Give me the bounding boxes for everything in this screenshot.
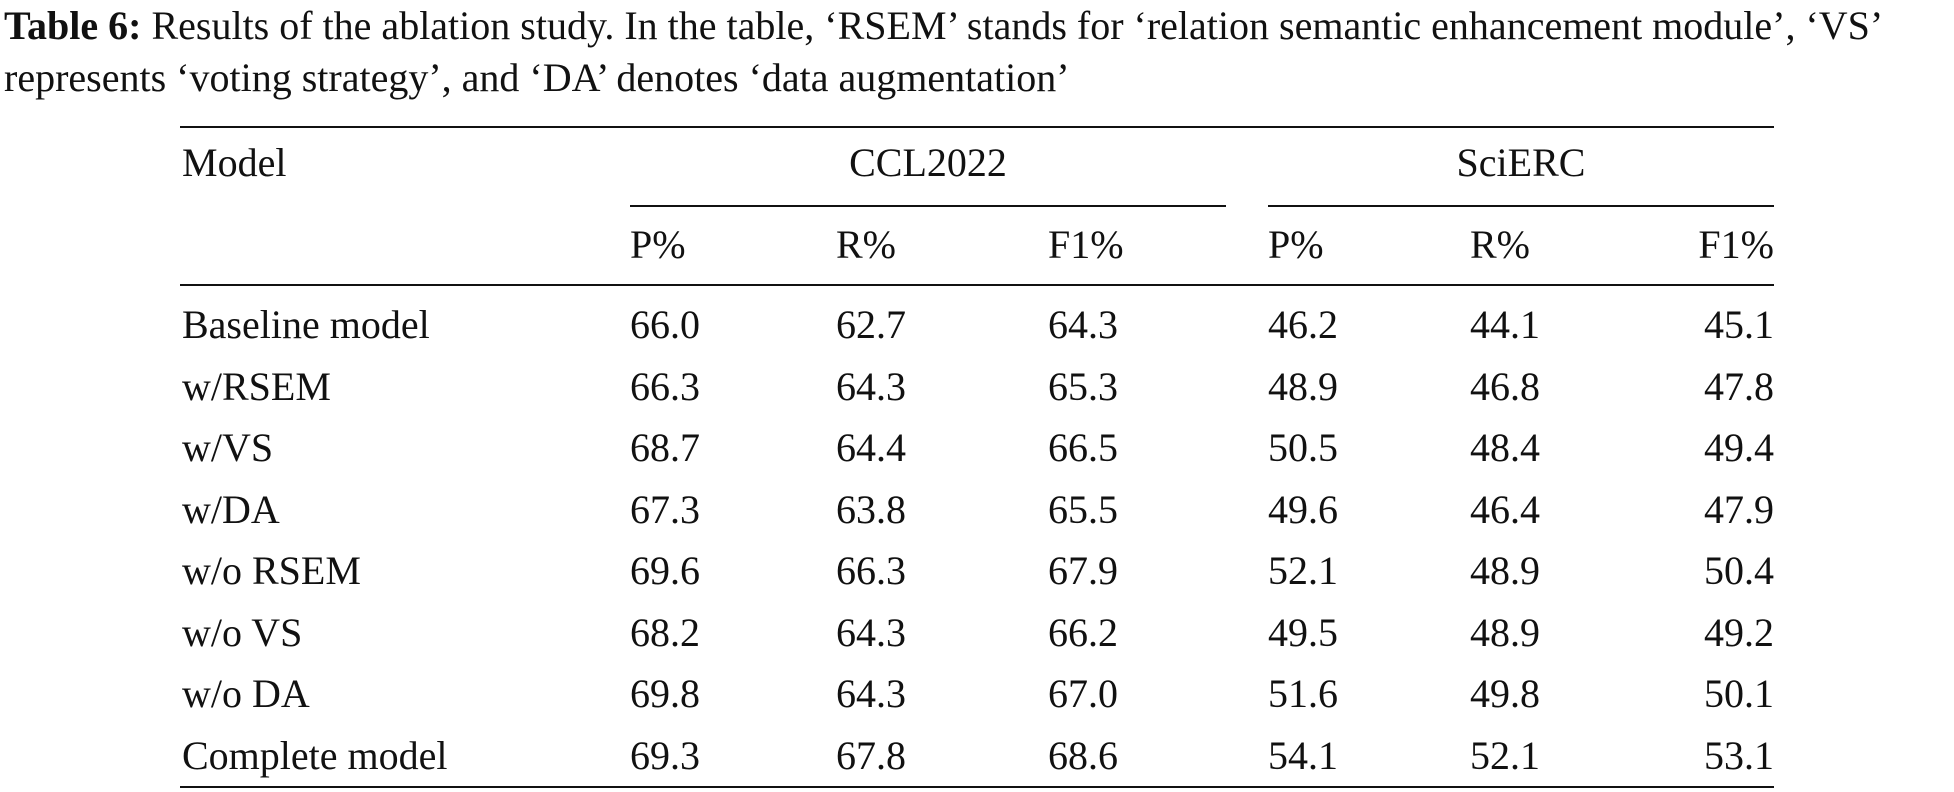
table-label: Table 6: <box>4 3 142 48</box>
row-2-model: w/VS <box>182 425 274 470</box>
group-header-ccl2022: CCL2022 <box>849 140 1007 185</box>
table-bottom-rule <box>180 786 1774 788</box>
row-2-value-3: 50.5 <box>1268 425 1338 470</box>
row-0-value-5: 45.1 <box>1704 302 1774 347</box>
row-4-value-3: 52.1 <box>1268 548 1338 593</box>
row-5-value-5: 49.2 <box>1704 610 1774 655</box>
row-3-value-2: 65.5 <box>1048 487 1118 532</box>
row-6-model: w/o DA <box>182 671 310 716</box>
row-3-value-0: 67.3 <box>630 487 700 532</box>
group-rule-scierc <box>1268 205 1774 207</box>
row-4-value-1: 66.3 <box>836 548 906 593</box>
row-3-value-3: 49.6 <box>1268 487 1338 532</box>
row-6-value-0: 69.8 <box>630 671 700 716</box>
subheader-1: R% <box>836 222 896 267</box>
model-column-header: Model <box>182 140 287 185</box>
row-1-value-2: 65.3 <box>1048 364 1118 409</box>
row-2-value-4: 48.4 <box>1470 425 1540 470</box>
row-0-value-1: 62.7 <box>836 302 906 347</box>
row-2-value-0: 68.7 <box>630 425 700 470</box>
row-4-value-4: 48.9 <box>1470 548 1540 593</box>
row-7-value-5: 53.1 <box>1704 733 1774 778</box>
row-3-value-1: 63.8 <box>836 487 906 532</box>
row-1-value-4: 46.8 <box>1470 364 1540 409</box>
row-3-value-4: 46.4 <box>1470 487 1540 532</box>
row-5-value-4: 48.9 <box>1470 610 1540 655</box>
row-3-model: w/DA <box>182 487 280 532</box>
row-1-model: w/RSEM <box>182 364 331 409</box>
subheader-4: R% <box>1470 222 1530 267</box>
table-top-rule <box>180 126 1774 128</box>
row-6-value-3: 51.6 <box>1268 671 1338 716</box>
row-6-value-5: 50.1 <box>1704 671 1774 716</box>
row-4-value-2: 67.9 <box>1048 548 1118 593</box>
row-6-value-1: 64.3 <box>836 671 906 716</box>
row-2-value-5: 49.4 <box>1704 425 1774 470</box>
row-5-model: w/o VS <box>182 610 303 655</box>
row-7-value-3: 54.1 <box>1268 733 1338 778</box>
group-header-scierc: SciERC <box>1456 140 1586 185</box>
row-1-value-3: 48.9 <box>1268 364 1338 409</box>
subheader-0: P% <box>630 222 686 267</box>
row-3-value-5: 47.9 <box>1704 487 1774 532</box>
row-5-value-2: 66.2 <box>1048 610 1118 655</box>
row-6-value-2: 67.0 <box>1048 671 1118 716</box>
row-5-value-0: 68.2 <box>630 610 700 655</box>
subheader-2: F1% <box>1048 222 1124 267</box>
row-1-value-0: 66.3 <box>630 364 700 409</box>
row-7-value-4: 52.1 <box>1470 733 1540 778</box>
header-bottom-rule <box>180 284 1774 286</box>
row-2-value-2: 66.5 <box>1048 425 1118 470</box>
row-7-model: Complete model <box>182 733 448 778</box>
row-0-value-2: 64.3 <box>1048 302 1118 347</box>
row-0-value-0: 66.0 <box>630 302 700 347</box>
row-7-value-1: 67.8 <box>836 733 906 778</box>
row-0-value-3: 46.2 <box>1268 302 1338 347</box>
row-0-value-4: 44.1 <box>1470 302 1540 347</box>
row-5-value-3: 49.5 <box>1268 610 1338 655</box>
subheader-3: P% <box>1268 222 1324 267</box>
row-6-value-4: 49.8 <box>1470 671 1540 716</box>
row-4-value-5: 50.4 <box>1704 548 1774 593</box>
row-4-model: w/o RSEM <box>182 548 361 593</box>
row-4-value-0: 69.6 <box>630 548 700 593</box>
group-rule-ccl2022 <box>630 205 1226 207</box>
table-caption: Table 6: Results of the ablation study. … <box>4 0 1950 104</box>
row-7-value-2: 68.6 <box>1048 733 1118 778</box>
row-0-model: Baseline model <box>182 302 430 347</box>
row-7-value-0: 69.3 <box>630 733 700 778</box>
subheader-5: F1% <box>1698 222 1774 267</box>
row-1-value-1: 64.3 <box>836 364 906 409</box>
caption-text: Results of the ablation study. In the ta… <box>4 3 1881 100</box>
row-1-value-5: 47.8 <box>1704 364 1774 409</box>
row-5-value-1: 64.3 <box>836 610 906 655</box>
row-2-value-1: 64.4 <box>836 425 906 470</box>
